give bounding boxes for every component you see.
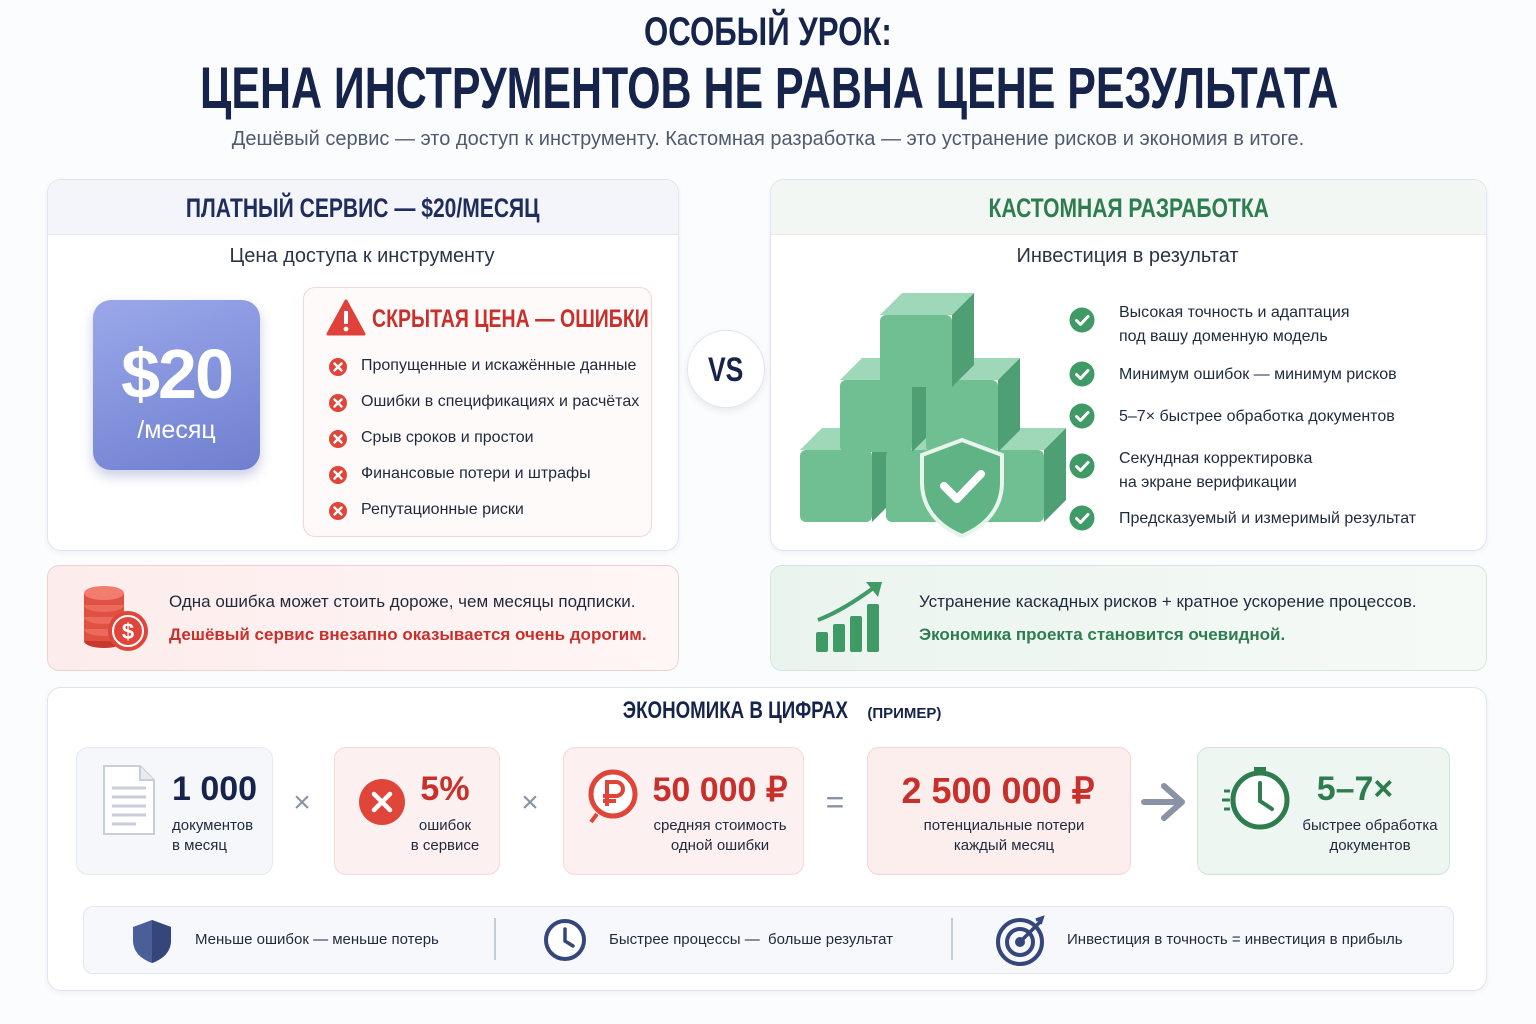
shield <box>920 437 1004 539</box>
right-callout <box>770 565 1487 671</box>
right-callout-highlight: Экономика проекта становится очевидной. <box>919 625 1286 644</box>
hidden-cost-item: Пропущенные и искажённые данные <box>361 357 637 374</box>
left-panel-header: ПЛАТНЫЙ СЕРВИС — $20/МЕСЯЦ <box>48 180 678 235</box>
card <box>867 747 1131 875</box>
divider <box>494 918 496 960</box>
hidden-cost-item: Ошибки в спецификациях и расчётах <box>361 393 640 410</box>
check-bullet <box>1069 307 1095 333</box>
card-value: 50 000 ₽ <box>652 771 788 809</box>
benefit-item: 5–7× быстрее обработка документов <box>1119 408 1395 425</box>
check-bullet <box>1069 403 1095 429</box>
error-bullet <box>329 502 347 520</box>
left-panel-subtitle: Цена доступа к инструменту <box>229 245 495 267</box>
price-amount: $20 <box>121 335 234 413</box>
hidden-cost-item: Срыв сроков и простои <box>361 429 534 446</box>
benefit-item: Минимум ошибок — минимум рисков <box>1119 366 1397 383</box>
footer-item: Быстрее процессы — больше результат <box>609 931 893 948</box>
shield-icon <box>133 920 171 963</box>
price-card: $20 /месяц <box>93 300 260 470</box>
growth-icon <box>816 582 882 652</box>
footer-item: Инвестиция в точность = инвестиция в при… <box>1067 931 1403 948</box>
error-bullet <box>329 394 347 412</box>
title-text: ЦЕНА ИНСТРУМЕНТОВ НЕ РАВНА ЦЕНЕ РЕЗУЛЬТА… <box>199 56 1339 121</box>
vs-badge: VS <box>687 330 765 408</box>
footer-item: Меньше ошибок — меньше потерь <box>195 931 439 948</box>
error-bullet <box>329 466 347 484</box>
hidden-cost-item: Финансовые потери и штрафы <box>361 465 591 482</box>
left-callout-text: Одна ошибка может стоить дороже, чем мес… <box>169 592 636 611</box>
operator: × <box>293 786 311 819</box>
check-bullet <box>1069 453 1095 479</box>
hidden-cost-title: СКРЫТАЯ ЦЕНА — ОШИБКИ <box>372 305 649 334</box>
right-panel-title: КАСТОМНАЯ РАЗРАБОТКА <box>988 193 1269 223</box>
kicker: ОСОБЫЙ УРОК: <box>0 10 1536 55</box>
divider <box>951 918 953 960</box>
economics-title: ЭКОНОМИКА В ЦИФРАХ <box>622 697 848 724</box>
check-bullet <box>1069 361 1095 387</box>
cubes-illustration <box>800 293 1066 539</box>
card-label: ошибок в сервисе <box>410 817 480 854</box>
card-label: документов в месяц <box>172 817 254 854</box>
error-icon <box>359 779 405 825</box>
economics-heading: ЭКОНОМИКА В ЦИФРАХ (ПРИМЕР) <box>47 697 1485 725</box>
document-icon <box>103 765 155 835</box>
right-panel-header: КАСТОМНАЯ РАЗРАБОТКА <box>771 180 1486 235</box>
left-callout-highlight: Дешёвый сервис внезапно оказывается очен… <box>169 625 647 644</box>
subtitle: Дешёвый сервис — это доступ к инструмент… <box>231 128 1305 150</box>
hidden-cost-title-text: СКРЫТАЯ ЦЕНА — ОШИБКИ <box>372 305 649 333</box>
benefit-item: Предсказуемый и измеримый результат <box>1119 510 1417 527</box>
operator: = <box>825 784 845 820</box>
economics-note: (ПРИМЕР) <box>867 705 942 722</box>
warning-icon <box>326 299 366 336</box>
cube <box>880 293 974 387</box>
coins-icon: $ <box>84 586 148 651</box>
kicker-text: ОСОБЫЙ УРОК: <box>644 10 892 54</box>
operator: × <box>521 786 539 819</box>
left-callout <box>47 565 679 671</box>
card-label: средняя стоимость одной ошибки <box>653 817 787 854</box>
right-callout-text: Устранение каскадных рисков + кратное ус… <box>919 592 1417 611</box>
card-value: 5% <box>420 770 470 808</box>
benefit-item: Секундная корректировка на экране верифи… <box>1119 450 1313 491</box>
hidden-cost-box <box>303 287 652 537</box>
right-panel-subtitle: Инвестиция в результат <box>1016 245 1239 267</box>
left-panel-title: ПЛАТНЫЙ СЕРВИС — $20/МЕСЯЦ <box>186 193 540 223</box>
vs-text: VS <box>708 351 744 389</box>
card-value: 1 000 <box>172 770 258 808</box>
check-bullet <box>1069 505 1095 531</box>
footer-bar <box>83 906 1454 974</box>
error-bullet <box>329 358 347 376</box>
benefit-item: Высокая точность и адаптация под вашу до… <box>1119 304 1350 345</box>
card-label: быстрее обработка документов <box>1302 817 1438 854</box>
clock-icon <box>1222 767 1290 830</box>
card-value: 2 500 000 ₽ <box>901 770 1095 811</box>
hidden-cost-item: Репутационные риски <box>361 501 524 518</box>
title: ЦЕНА ИНСТРУМЕНТОВ НЕ РАВНА ЦЕНЕ РЕЗУЛЬТА… <box>0 55 1536 122</box>
svg-text:$: $ <box>122 619 134 644</box>
clock-small-icon <box>544 919 586 961</box>
arrow-icon <box>1141 783 1185 821</box>
target-icon <box>996 915 1045 966</box>
ruble-icon <box>588 769 638 824</box>
price-period: /месяц <box>137 416 216 444</box>
card-label: потенциальные потери каждый месяц <box>923 817 1085 854</box>
error-bullet <box>329 430 347 448</box>
card-value: 5–7× <box>1316 770 1394 808</box>
